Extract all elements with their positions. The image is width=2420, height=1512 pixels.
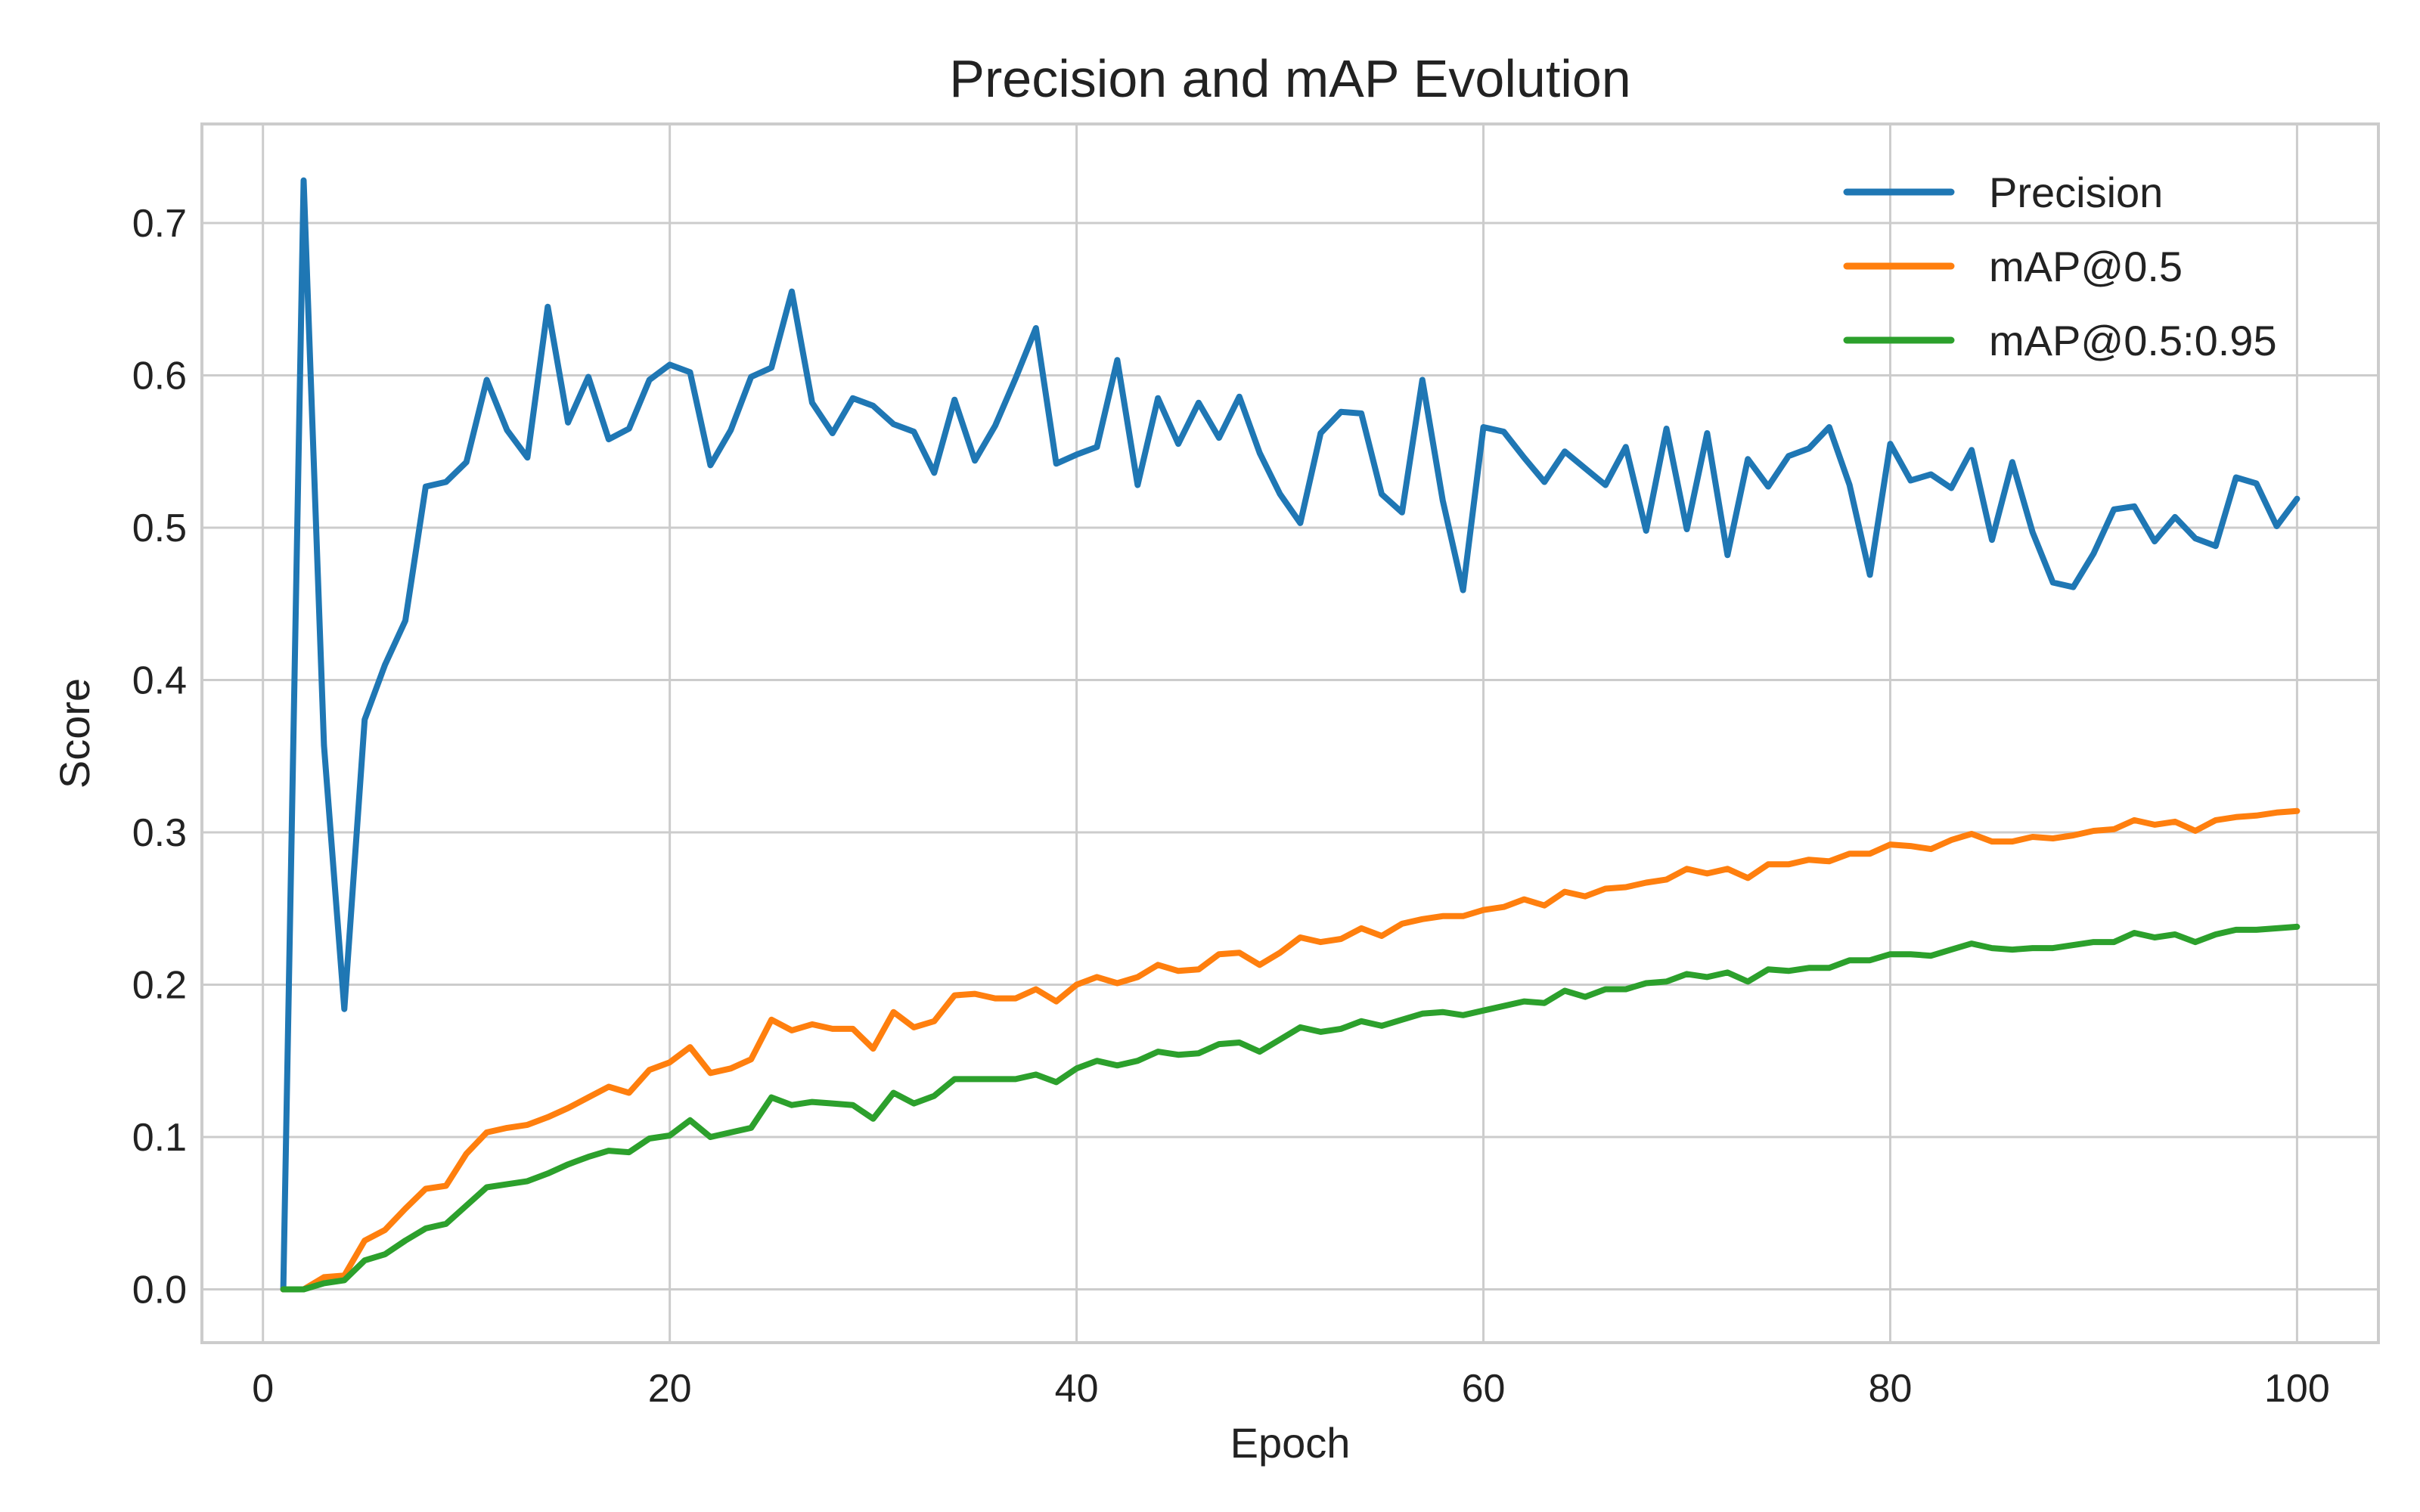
series-line-map50-95 [280,923,2301,1293]
x-tick-label: 60 [1462,1367,1506,1411]
x-tick-label: 20 [648,1367,692,1411]
legend: Precision mAP@0.5 mAP@0.5:0.95 [1843,169,2277,364]
x-tick-label: 80 [1869,1367,1913,1411]
series-line-map50 [280,807,2301,1293]
y-tick-label: 0.3 [132,811,187,855]
chart-title: Precision and mAP Evolution [949,49,1630,108]
y-tick-label: 0.7 [132,202,187,246]
x-tick-label: 40 [1055,1367,1099,1411]
y-tick-label: 0.1 [132,1116,187,1160]
grid [202,124,2378,1343]
y-tick-label: 0.4 [132,658,187,702]
tick-labels: 0 20 40 60 80 100 0.0 0.1 0.2 0.3 0.4 0.5 0.6 0.7 [132,202,2330,1411]
legend-label-precision: Precision [1989,169,2163,216]
series-line-precision [280,177,2301,1293]
x-tick-label: 0 [252,1367,274,1411]
plot-frame [200,122,2380,1344]
y-tick-label: 0.5 [132,507,187,550]
x-axis-label: Epoch [1230,1419,1351,1467]
y-tick-label: 0.0 [132,1268,187,1312]
legend-label-map50-95: mAP@0.5:0.95 [1989,317,2277,364]
series-layer [280,177,2301,1293]
x-tick-label: 100 [2264,1367,2330,1411]
y-axis-label: Score [51,678,98,789]
y-tick-label: 0.2 [132,963,187,1007]
legend-label-map50: mAP@0.5 [1989,243,2183,290]
y-tick-label: 0.6 [132,354,187,398]
